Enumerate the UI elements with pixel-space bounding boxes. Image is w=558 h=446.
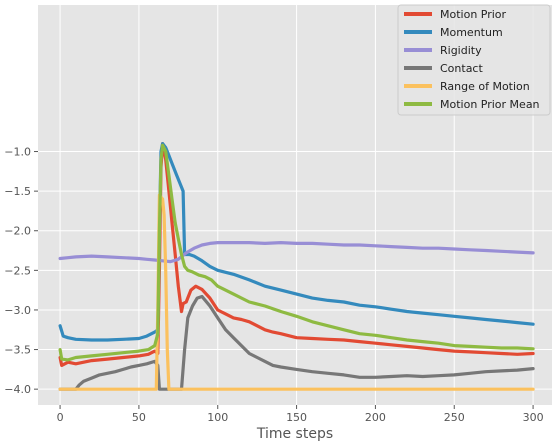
- y-tick-label-0: −4.0: [4, 383, 31, 396]
- x-tick-label-1: 50: [132, 411, 146, 424]
- legend-frame: [397, 4, 551, 116]
- legend: Motion Prior Momentum Rigidity Contact Range…: [397, 4, 551, 116]
- y-tick-label-3: −2.5: [4, 264, 31, 277]
- series-line-2: [58, 241, 535, 264]
- series-line-5: [58, 143, 535, 362]
- legend-label-3: Contact: [440, 62, 483, 75]
- x-axis-label: Time steps: [256, 426, 333, 442]
- y-tick-label-4: −2.0: [4, 225, 31, 238]
- series-line-4: [58, 193, 535, 391]
- legend-label-2: Rigidity: [440, 44, 482, 57]
- x-tick-label-6: 300: [523, 411, 544, 424]
- legend-label-1: Momentum: [440, 26, 503, 39]
- legend-label-5: Motion Prior Mean: [440, 98, 540, 111]
- legend-label-4: Range of Motion: [440, 80, 530, 93]
- series-line-3: [58, 294, 535, 391]
- y-tick-label-5: −1.5: [4, 185, 31, 198]
- series-line-0: [58, 142, 535, 367]
- series-lines: [58, 142, 535, 391]
- x-tick-label-2: 100: [207, 411, 228, 424]
- x-tick-label-0: 0: [57, 411, 64, 424]
- y-tick-label-6: −1.0: [4, 146, 31, 159]
- x-tick-label-4: 200: [365, 411, 386, 424]
- x-axis-ticks: 0 50 100 150 200 250 300: [57, 405, 544, 424]
- y-tick-label-1: −3.5: [4, 344, 31, 357]
- x-tick-label-5: 250: [444, 411, 465, 424]
- x-tick-label-3: 150: [286, 411, 307, 424]
- y-tick-label-2: −3.0: [4, 304, 31, 317]
- y-axis-ticks: −4.0 −3.5 −3.0 −2.5 −2.0 −1.5 −1.0: [4, 146, 38, 396]
- series-line-1: [58, 142, 535, 342]
- legend-label-0: Motion Prior: [440, 8, 507, 21]
